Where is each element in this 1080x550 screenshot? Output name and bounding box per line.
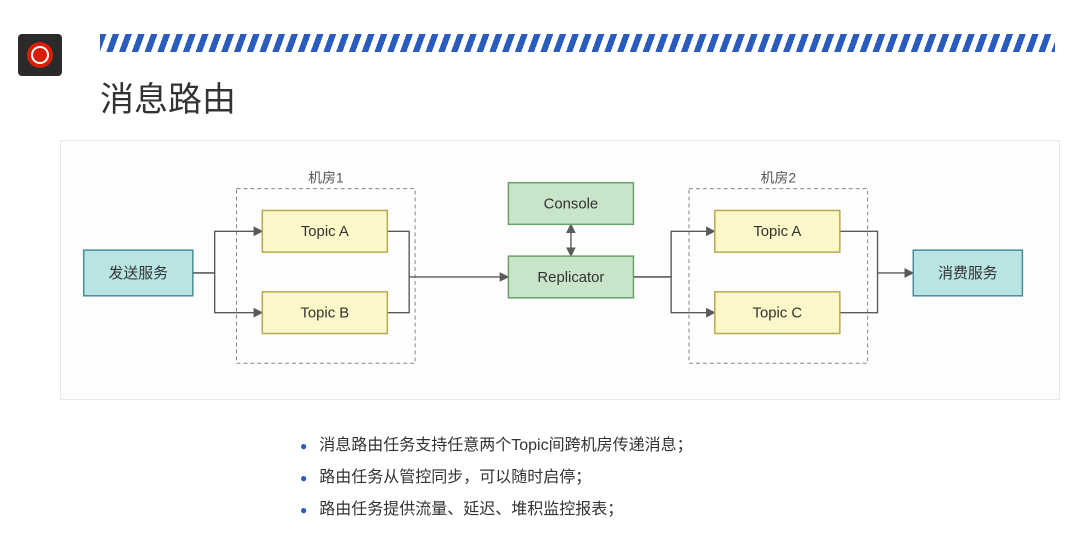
- bullet-item: 路由任务从管控同步，可以随时启停；: [300, 462, 693, 494]
- node-label-topicA2: Topic A: [753, 224, 801, 240]
- bullet-item: 消息路由任务支持任意两个Topic间跨机房传递消息；: [300, 430, 693, 462]
- edge-topicA1-replicator: [387, 231, 508, 277]
- group-label-room1: 机房1: [308, 170, 344, 186]
- bullet-item: 路由任务提供流量、延迟、堆积监控报表；: [300, 494, 693, 526]
- edge-topicB-replicator: [387, 277, 409, 313]
- node-label-sender: 发送服务: [109, 265, 169, 282]
- logo-badge: [18, 34, 62, 76]
- edge-sender-topicB: [193, 273, 262, 313]
- edge-replicator-topicC: [633, 277, 714, 313]
- edge-topicA2-consumer: [840, 231, 913, 273]
- node-label-consumer: 消费服务: [938, 265, 998, 282]
- logo-icon: [27, 42, 53, 68]
- edge-replicator-topicA2: [633, 231, 714, 277]
- node-label-topicA1: Topic A: [301, 224, 349, 240]
- node-label-topicC: Topic C: [753, 306, 803, 322]
- diagram-svg: 机房1 机房2 发送服务 Topic A Topic B Console Replicato…: [61, 141, 1059, 399]
- edge-topicC-consumer: [840, 273, 878, 313]
- bullet-list: 消息路由任务支持任意两个Topic间跨机房传递消息； 路由任务从管控同步，可以随…: [300, 430, 693, 527]
- node-label-replicator: Replicator: [537, 270, 604, 286]
- node-label-topicB: Topic B: [300, 306, 349, 322]
- node-label-console: Console: [544, 196, 599, 212]
- routing-diagram: 机房1 机房2 发送服务 Topic A Topic B Console Replicato…: [60, 140, 1060, 400]
- header-hatching: [100, 34, 1055, 52]
- group-label-room2: 机房2: [761, 170, 797, 186]
- edge-sender-topicA1: [193, 231, 262, 273]
- page-title: 消息路由: [100, 72, 236, 121]
